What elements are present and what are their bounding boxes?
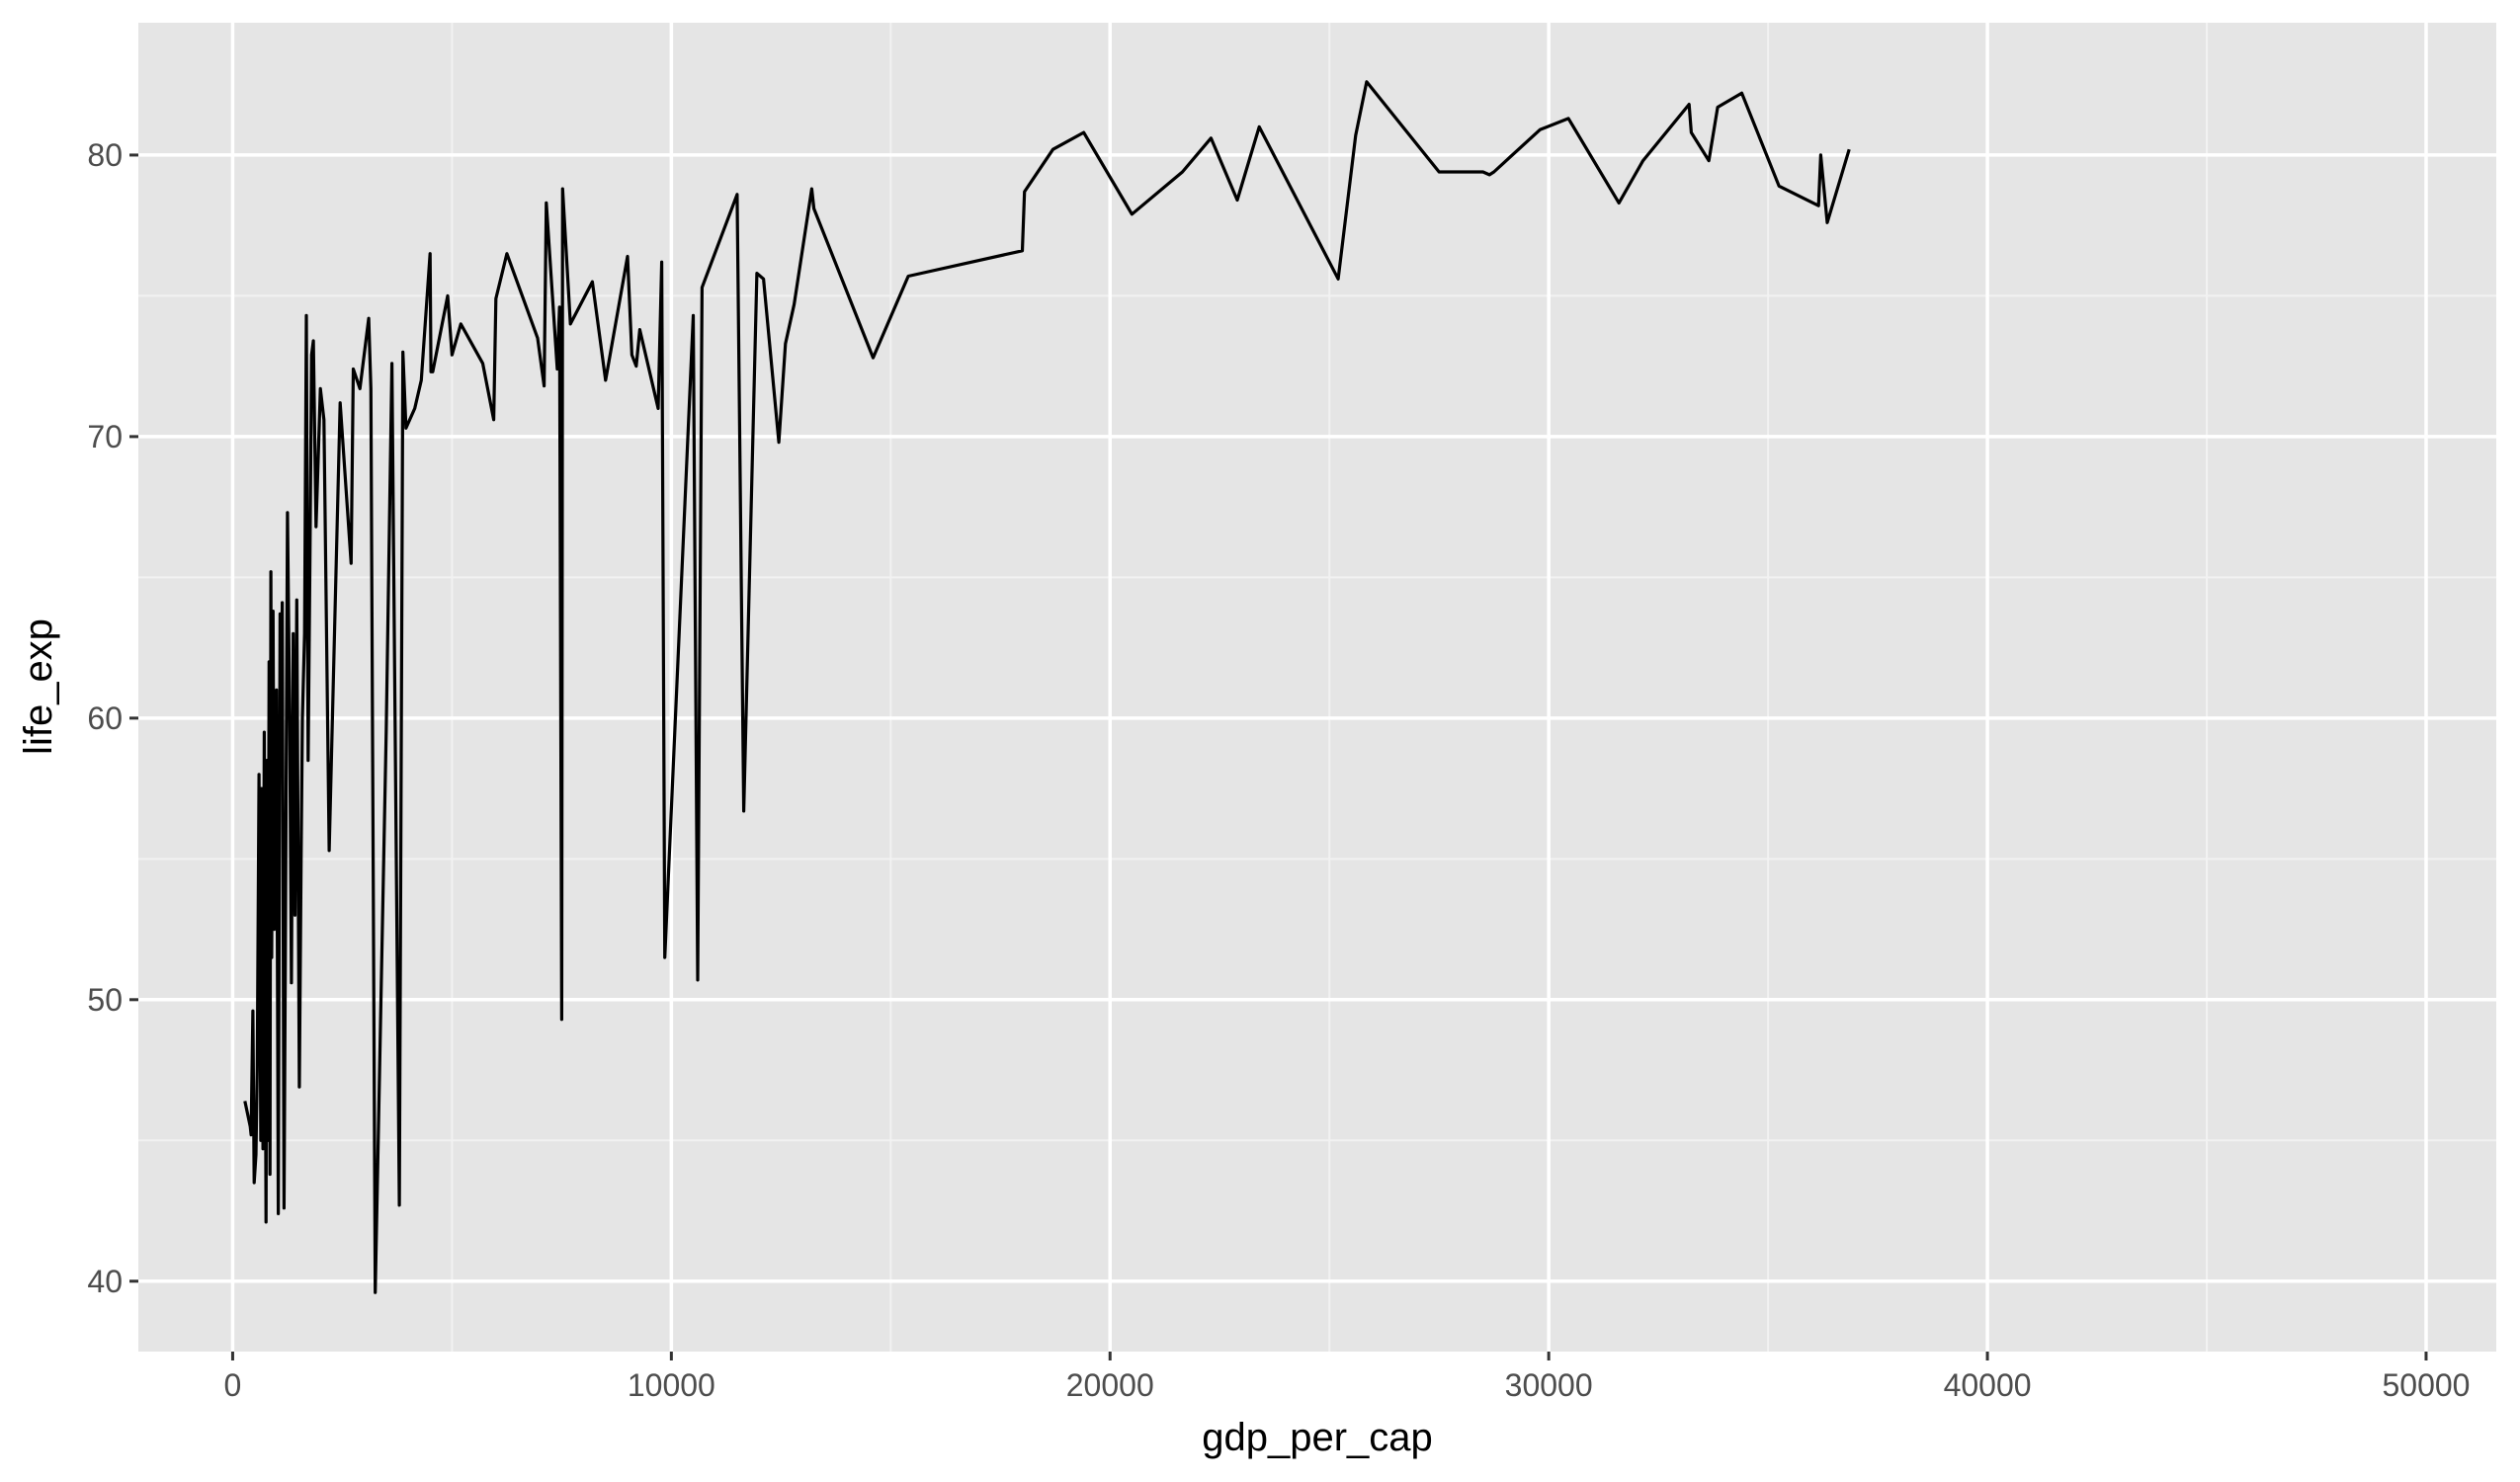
x-tick-label: 10000: [628, 1367, 715, 1403]
x-tick-label: 0: [224, 1367, 242, 1403]
panel-background: [138, 23, 2496, 1352]
y-tick-label: 70: [87, 419, 123, 454]
x-tick-label: 20000: [1066, 1367, 1154, 1403]
y-axis: 40 50 60 70 80: [87, 137, 138, 1299]
series-layer: [243, 80, 1851, 1294]
x-tick-label: 30000: [1505, 1367, 1593, 1403]
major-gridlines: [138, 23, 2496, 1352]
x-axis-title: gdp_per_cap: [1202, 1416, 1433, 1459]
y-tick-label: 80: [87, 137, 123, 173]
x-tick-label: 40000: [1944, 1367, 2032, 1403]
series-line: [243, 80, 1851, 1294]
y-tick-label: 60: [87, 700, 123, 736]
y-tick-label: 50: [87, 982, 123, 1018]
y-tick-label: 40: [87, 1264, 123, 1299]
y-axis-title: life_exp: [17, 618, 60, 755]
minor-gridlines: [138, 23, 2496, 1352]
x-tick-label: 50000: [2382, 1367, 2470, 1403]
x-axis: 0 10000 20000 30000 40000 50000: [224, 1352, 2470, 1403]
